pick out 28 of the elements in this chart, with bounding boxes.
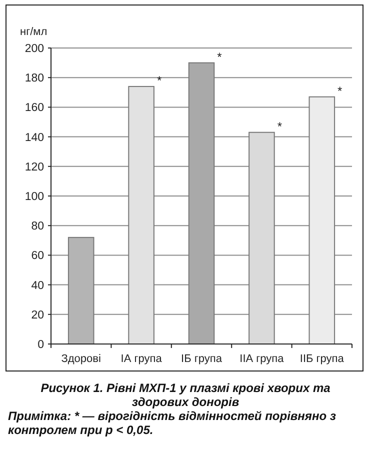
- y-tick-label: 180: [24, 72, 44, 85]
- annotation: *: [217, 50, 222, 64]
- x-tick-label: IБ група: [181, 353, 223, 365]
- y-tick-label: 0: [38, 339, 44, 352]
- text: Примітка: * — вірогідність відмінностей порівняно з контролем при р < 0,05.: [8, 409, 336, 437]
- y-tick-label: 80: [31, 220, 44, 233]
- y-tick-label: 160: [24, 102, 44, 114]
- y-tick-label: 100: [24, 191, 44, 204]
- y-tick-label: 200: [24, 43, 44, 56]
- annotation: *: [277, 119, 282, 134]
- text: Рисунок 1. Рівні МХП-1 у плазмі крові хворих та здорових донорів: [40, 381, 331, 409]
- bar: [188, 62, 215, 344]
- y-tick-label: 120: [24, 161, 44, 174]
- bar: [68, 236, 94, 344]
- y-tick-label: 40: [31, 280, 44, 292]
- y-tick-label: 140: [24, 132, 44, 144]
- bar: [248, 132, 275, 344]
- y-tick-label: 20: [31, 309, 44, 322]
- x-tick-label: IIБ група: [300, 353, 345, 365]
- x-tick-label: Здорові: [61, 353, 101, 365]
- annotation: *: [156, 73, 162, 88]
- y-axis-title: нг/мл: [20, 26, 48, 38]
- y-tick-label: 60: [31, 250, 44, 262]
- annotation: *: [338, 84, 343, 98]
- bar: [308, 96, 336, 344]
- x-tick-label: IIА група: [240, 353, 285, 365]
- bar: [128, 86, 154, 344]
- x-tick-label: IА група: [120, 353, 163, 365]
